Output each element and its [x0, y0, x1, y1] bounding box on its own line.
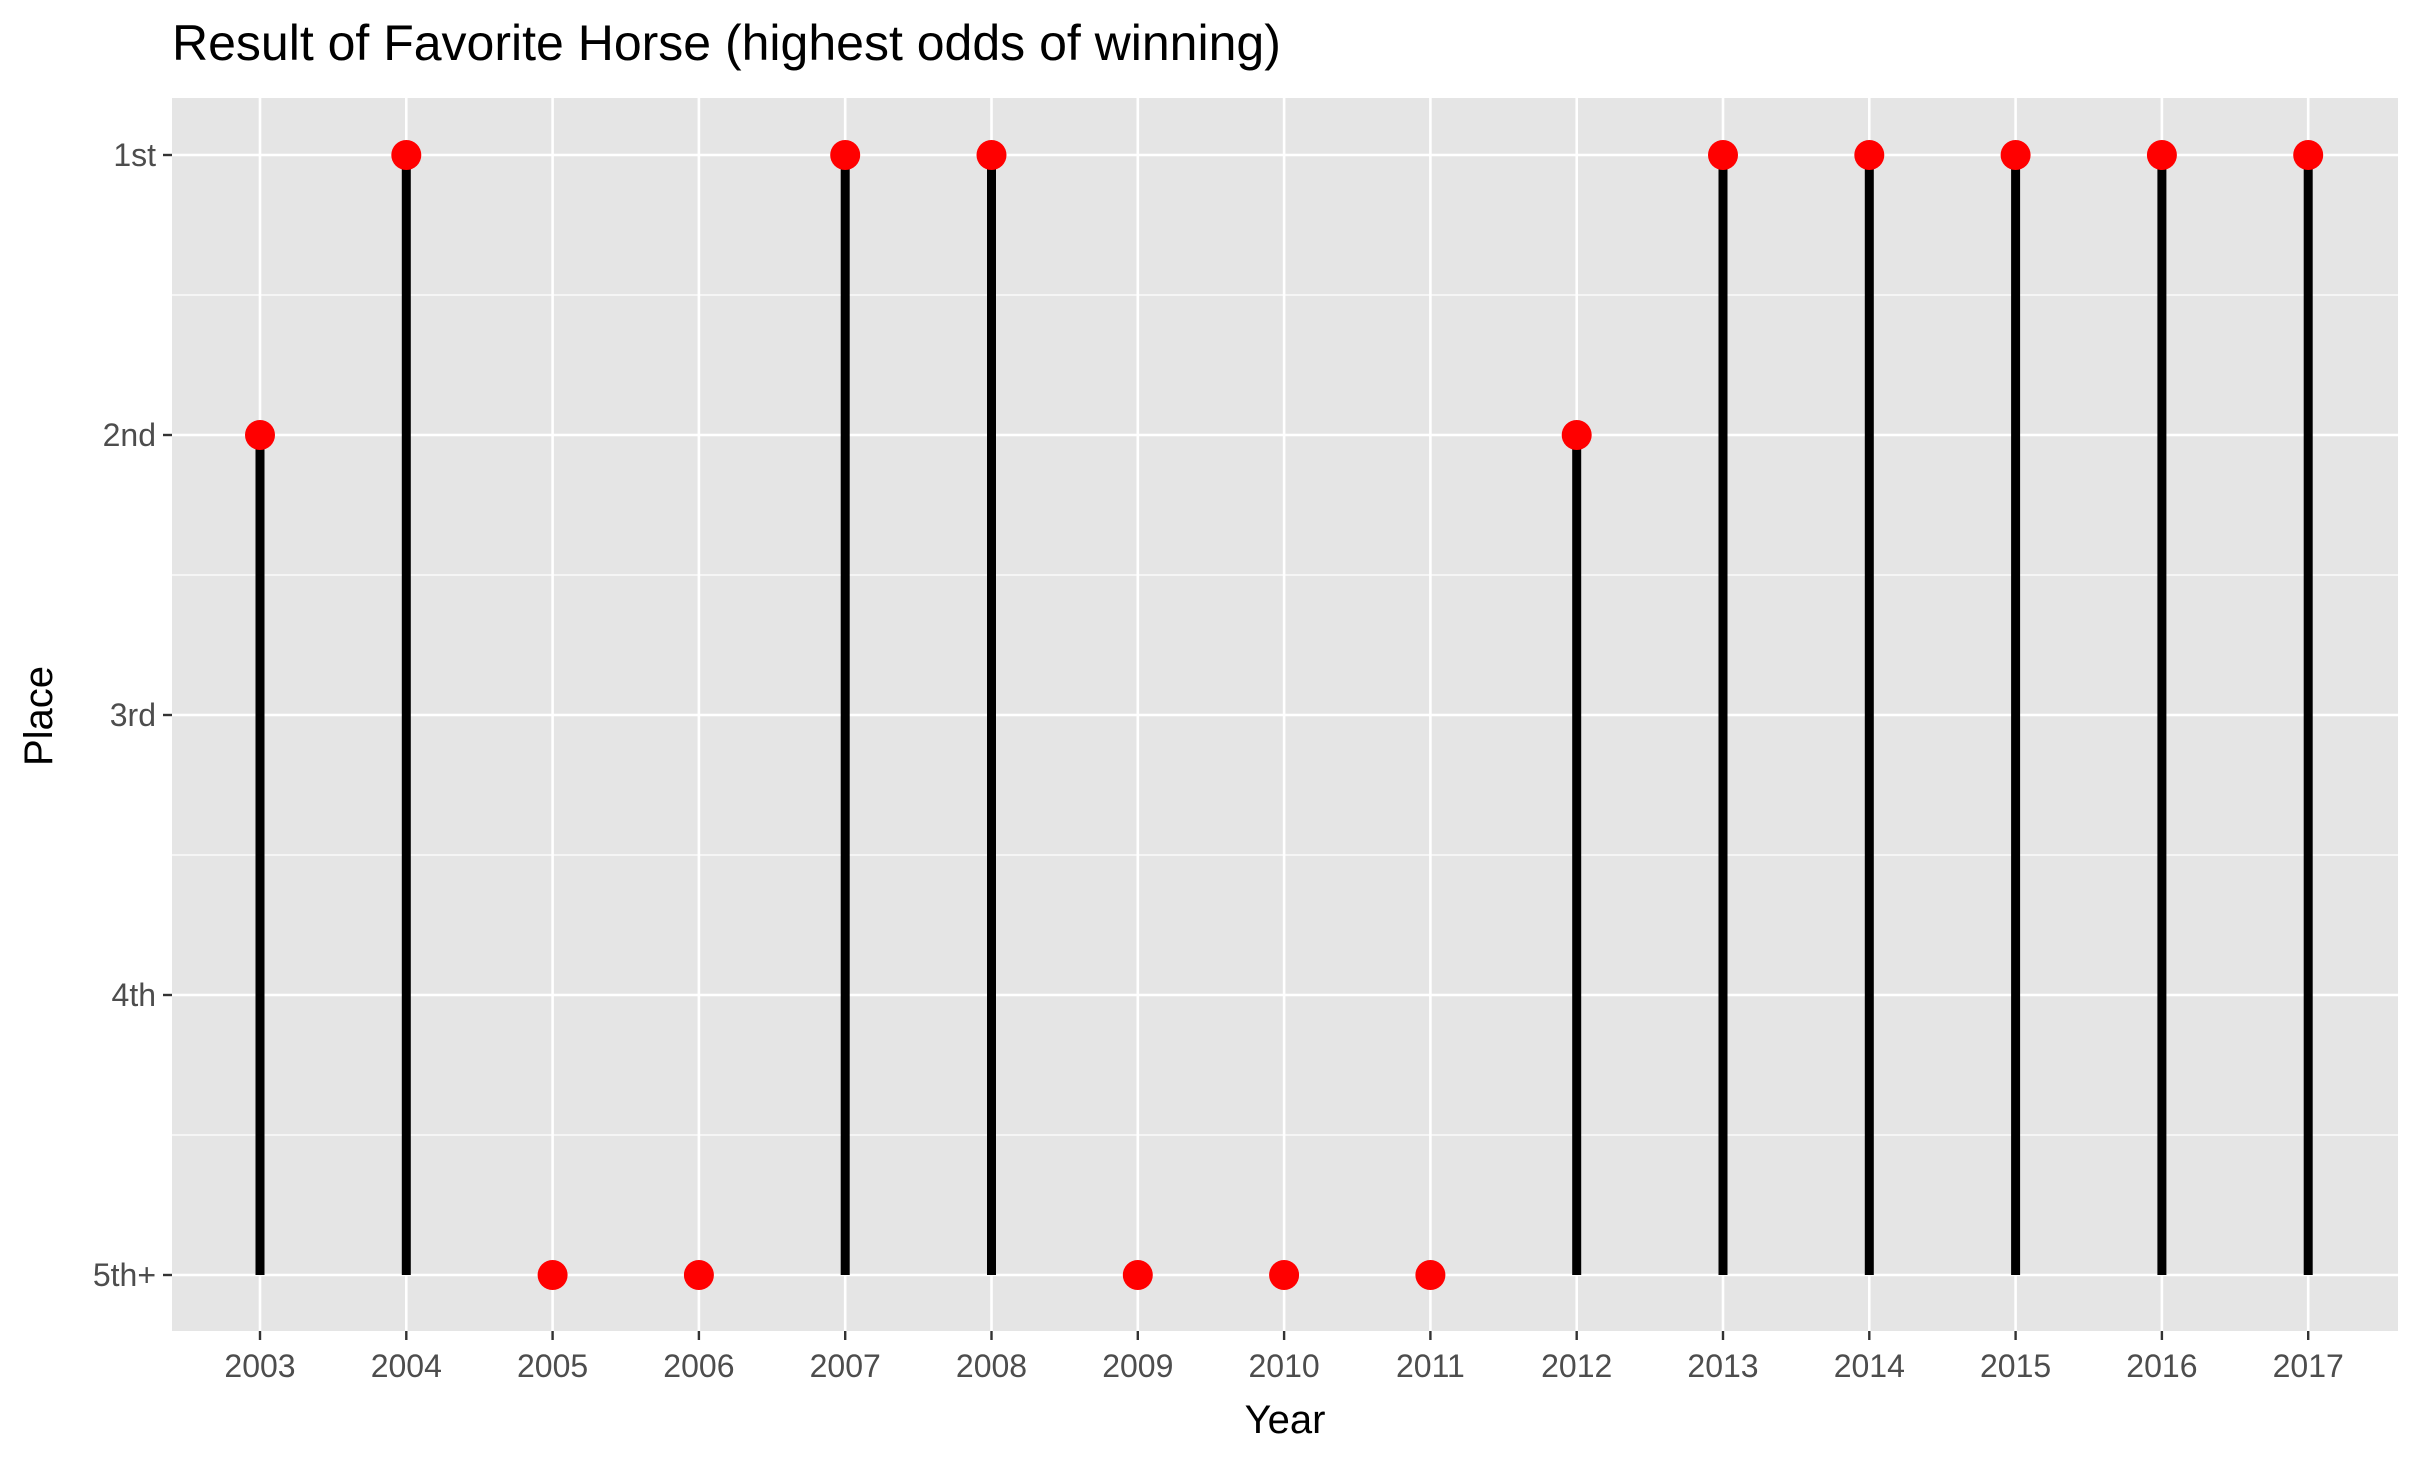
x-tick-label: 2004: [371, 1348, 442, 1384]
x-tick-label: 2013: [1687, 1348, 1758, 1384]
y-tick-label: 1st: [113, 137, 156, 173]
x-tick-label: 2016: [2126, 1348, 2197, 1384]
points: [245, 140, 2324, 1290]
point-2007: [830, 140, 861, 170]
x-tick-label: 2007: [810, 1348, 881, 1384]
y-axis-title: Place: [17, 666, 61, 766]
point-2009: [1122, 1260, 1153, 1290]
point-2008: [976, 140, 1007, 170]
x-tick-label: 2003: [224, 1348, 295, 1384]
point-2014: [1854, 140, 1885, 170]
chart-title: Result of Favorite Horse (highest odds o…: [172, 15, 1281, 71]
y-tick-label: 4th: [112, 977, 156, 1013]
point-2017: [2293, 140, 2324, 170]
x-tick-label: 2009: [1102, 1348, 1173, 1384]
point-2012: [1561, 420, 1592, 450]
x-tick-label: 2005: [517, 1348, 588, 1384]
x-tick-label: 2008: [956, 1348, 1027, 1384]
y-tick-label: 3rd: [110, 697, 156, 733]
y-tick-label: 5th+: [93, 1257, 156, 1293]
stems: [255, 155, 2313, 1275]
point-2011: [1415, 1260, 1446, 1290]
point-2016: [2146, 140, 2177, 170]
x-tick-label: 2014: [1834, 1348, 1905, 1384]
x-tick-label: 2012: [1541, 1348, 1612, 1384]
point-2004: [391, 140, 422, 170]
point-2010: [1269, 1260, 1300, 1290]
x-tick-label: 2010: [1249, 1348, 1320, 1384]
axes: 1st 2nd 3rd 4th 5th+ 2003 2004 2005 2006 2007 2008…: [93, 137, 2344, 1384]
point-2003: [245, 420, 275, 450]
point-2013: [1708, 140, 1738, 170]
y-tick-label: 2nd: [103, 417, 156, 453]
x-tick-label: 2011: [1396, 1348, 1465, 1384]
point-2005: [537, 1260, 568, 1290]
x-tick-label: 2017: [2273, 1348, 2344, 1384]
point-2006: [683, 1260, 714, 1290]
x-tick-label: 2015: [1980, 1348, 2051, 1384]
x-axis-title: Year: [1245, 1398, 1326, 1442]
point-2015: [2000, 140, 2031, 170]
x-tick-label: 2006: [663, 1348, 734, 1384]
